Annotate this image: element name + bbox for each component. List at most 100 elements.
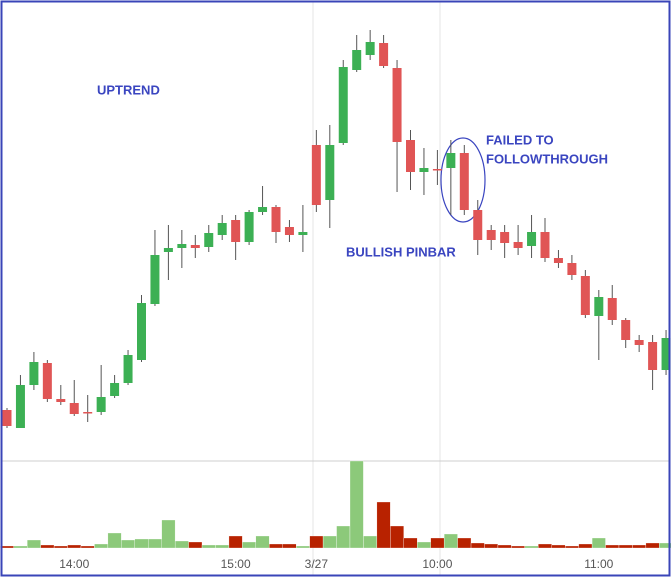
volume-bar	[349, 460, 364, 549]
volume-bar	[551, 544, 566, 549]
candle-body	[473, 210, 483, 240]
volume-bar	[336, 525, 351, 549]
highlight-ellipse	[440, 137, 486, 223]
candle-body	[419, 168, 429, 172]
candle-body	[311, 145, 321, 205]
volume-bar	[201, 544, 216, 549]
candle-body	[648, 342, 658, 370]
volume-bar	[94, 543, 108, 549]
candle-body	[217, 223, 227, 235]
volume-bar	[390, 525, 404, 549]
volume-bar	[188, 541, 203, 549]
candle-body	[365, 42, 375, 55]
volume-bar	[269, 543, 283, 549]
candle-body	[392, 68, 402, 142]
candle-body	[406, 140, 415, 172]
candle-body	[42, 363, 52, 399]
volume-bar	[511, 545, 525, 549]
candle-body	[123, 355, 133, 383]
volume-bar	[605, 544, 620, 549]
candle-body	[325, 145, 335, 200]
candle-body	[177, 244, 187, 248]
candle-body	[500, 232, 510, 243]
volume-bar	[40, 544, 55, 549]
volume-bar	[632, 544, 647, 549]
volume-bar	[148, 538, 162, 549]
volume-bar	[27, 539, 41, 549]
candle-body	[352, 50, 362, 70]
volume-bar	[13, 545, 28, 549]
volume-bar	[484, 543, 499, 549]
annotation: UPTREND	[97, 82, 160, 97]
volume-bar	[282, 543, 297, 549]
volume-bar	[659, 542, 671, 549]
candle-body	[607, 298, 617, 320]
volume-bar	[134, 538, 149, 549]
candle-body	[446, 153, 456, 168]
candle-body	[513, 242, 523, 248]
annotation: BULLISH PINBAR	[346, 244, 456, 259]
candle-body	[298, 232, 308, 235]
x-tick-label: 14:00	[59, 557, 89, 571]
volume-bar	[565, 545, 579, 549]
candle-body	[527, 232, 537, 246]
candle-body	[580, 276, 590, 315]
volume-bar	[242, 541, 256, 549]
candle-body	[231, 220, 241, 242]
volume-bar	[430, 537, 445, 549]
candle-body	[96, 397, 106, 412]
volume-bar	[255, 535, 270, 549]
candle-body	[432, 169, 442, 171]
candle-body	[137, 303, 146, 360]
candle-body	[150, 255, 160, 304]
volume-bar	[403, 537, 418, 549]
volume-bar	[618, 544, 633, 549]
candle-body	[594, 297, 604, 316]
candle-body	[258, 207, 268, 212]
volume-bar	[309, 535, 324, 549]
volume-bar	[67, 544, 82, 549]
volume-bar	[578, 543, 593, 549]
volume-bar	[53, 545, 68, 549]
volume-bar	[161, 519, 176, 549]
candle-body	[29, 362, 39, 385]
candle-body	[540, 232, 550, 258]
volume-bar	[538, 543, 552, 549]
volume-bar	[228, 535, 243, 549]
volume-bar	[215, 544, 230, 549]
candle-body	[56, 399, 66, 402]
volume-bar	[376, 501, 391, 549]
candle-body	[15, 385, 25, 428]
candle-body	[567, 263, 577, 275]
candle-body	[338, 67, 348, 143]
volume-bar	[107, 532, 122, 549]
volume-bar	[645, 542, 660, 549]
x-tick-label: 11:00	[584, 557, 613, 571]
candle-body	[204, 233, 214, 247]
volume-bar	[121, 539, 135, 549]
annotation: FAILED TO	[486, 132, 554, 147]
candle-body	[284, 227, 294, 235]
volume-bar	[80, 545, 95, 549]
candle-body	[244, 212, 254, 242]
volume-bar	[524, 545, 539, 549]
candle-body	[2, 410, 12, 426]
x-tick-label: 3/27	[305, 557, 329, 571]
candle-body	[110, 383, 120, 396]
candle-body	[379, 43, 389, 66]
candle-body	[634, 340, 644, 345]
volume-bar	[174, 540, 189, 549]
candle-body	[271, 207, 281, 232]
volume-bar	[296, 545, 310, 549]
candle-body	[83, 412, 93, 414]
candle-body	[553, 258, 563, 263]
candle-body	[621, 320, 631, 340]
volume-bar	[363, 535, 378, 549]
volume-bar	[591, 537, 606, 549]
x-tick-label: 15:00	[221, 557, 251, 571]
candle-body	[486, 230, 496, 240]
annotation: FOLLOWTHROUGH	[486, 151, 608, 166]
volume-bar	[417, 541, 431, 549]
